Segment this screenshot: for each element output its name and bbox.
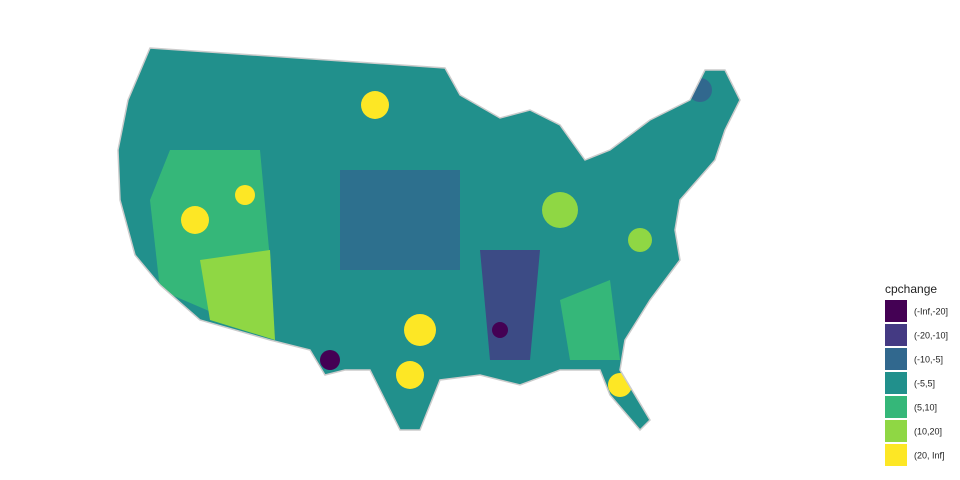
us-map — [118, 48, 740, 430]
region — [492, 322, 508, 338]
region — [320, 350, 340, 370]
region — [361, 91, 389, 119]
region — [628, 228, 652, 252]
legend-swatch — [885, 372, 907, 394]
legend-label: (5,10] — [914, 402, 937, 412]
region — [200, 250, 275, 340]
legend: cpchange (-Inf,-20] (-20,-10] (-10,-5] (-5,… — [885, 282, 948, 466]
legend-label: (-5,5] — [914, 378, 935, 388]
region — [404, 314, 436, 346]
region — [396, 361, 424, 389]
legend-title: cpchange — [885, 282, 937, 296]
legend-swatch — [885, 324, 907, 346]
legend-swatch — [885, 348, 907, 370]
region — [181, 206, 209, 234]
legend-swatch — [885, 300, 907, 322]
map-outline — [117, 47, 741, 432]
region — [542, 192, 578, 228]
region — [340, 170, 460, 270]
legend-label: (-10,-5] — [914, 354, 943, 364]
legend-label: (10,20] — [914, 426, 942, 436]
region — [235, 185, 255, 205]
legend-label: (-20,-10] — [914, 330, 948, 340]
region — [560, 280, 620, 360]
region — [480, 250, 540, 360]
legend-swatch — [885, 420, 907, 442]
legend-label: (20, Inf] — [914, 450, 945, 460]
legend-swatch — [885, 444, 907, 466]
legend-swatch — [885, 396, 907, 418]
legend-label: (-Inf,-20] — [914, 306, 948, 316]
